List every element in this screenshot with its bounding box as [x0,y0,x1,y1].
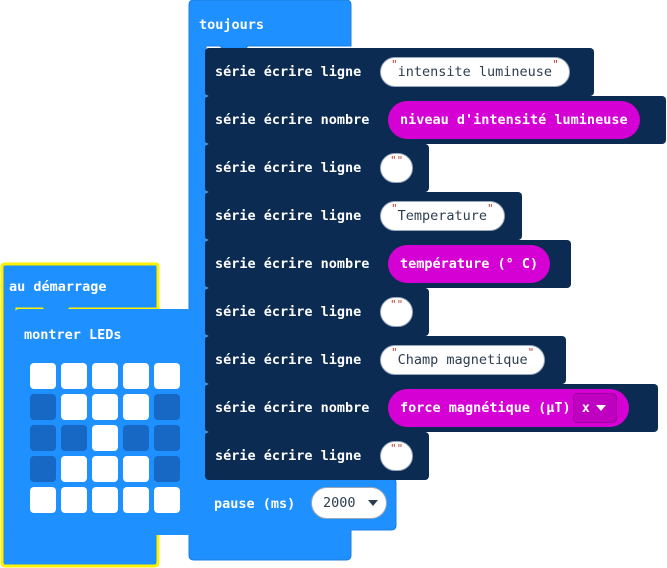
on-start-block[interactable]: au démarrage [0,262,160,568]
open-quote-icon: " [390,154,397,167]
led-cell[interactable] [92,456,118,482]
led-cell[interactable] [61,456,87,482]
open-quote-icon: " [391,58,398,71]
pause-duration-dropdown[interactable]: 2000 [311,487,387,519]
show-leds-block[interactable]: montrer LEDs [15,309,191,535]
open-quote-icon: " [390,442,397,455]
reporter-label: force magnétique (µT) [400,400,571,416]
string-input[interactable]: "Champ magnetique" [380,345,546,375]
led-cell[interactable] [92,363,118,389]
open-quote-icon: " [391,202,398,215]
led-cell[interactable] [92,487,118,513]
string-input[interactable]: "" [380,297,414,327]
string-input[interactable]: "" [380,153,414,183]
chevron-down-icon [595,405,606,411]
serial-write-block[interactable]: série écrire nombre niveau d'intensité lu… [205,96,666,144]
axis-dropdown[interactable]: x [572,393,617,423]
axis-value: x [581,400,590,416]
string-input[interactable]: "Temperature" [380,201,505,231]
led-cell[interactable] [123,363,149,389]
open-quote-icon: " [390,298,397,311]
serial-write-label: série écrire ligne [215,448,362,464]
serial-write-block[interactable]: série écrire nombre température (° C) [205,240,571,288]
serial-write-label: série écrire nombre [215,256,370,272]
chevron-down-icon [367,500,378,506]
led-cell[interactable] [30,363,56,389]
serial-write-block[interactable]: série écrire ligne "" [205,432,429,480]
sensor-reporter[interactable]: force magnétique (µT) x [388,389,629,427]
forever-block-label[interactable]: toujours [199,17,265,33]
string-input[interactable]: "" [380,441,414,471]
serial-write-label: série écrire ligne [215,208,362,224]
string-value: Temperature [397,208,488,224]
led-cell[interactable] [30,456,56,482]
led-cell[interactable] [92,394,118,420]
close-quote-icon: " [396,298,404,311]
led-cell[interactable] [30,394,56,420]
close-quote-icon: " [487,202,494,215]
close-quote-icon: " [396,442,404,455]
led-cell[interactable] [123,425,149,451]
led-cell[interactable] [92,425,118,451]
led-cell[interactable] [123,456,149,482]
on-start-label: au démarrage [9,279,107,295]
led-cell[interactable] [123,487,149,513]
led-cell[interactable] [61,363,87,389]
string-input[interactable]: "intensite lumineuse" [380,57,570,87]
led-cell[interactable] [61,487,87,513]
serial-write-block[interactable]: série écrire ligne "intensite lumineuse" [205,48,594,96]
led-cell[interactable] [154,487,180,513]
led-cell[interactable] [154,456,180,482]
serial-write-block[interactable]: série écrire nombre force magnétique (µT)… [205,384,658,432]
sensor-reporter[interactable]: niveau d'intensité lumineuse [388,101,640,139]
serial-write-block[interactable]: série écrire ligne "" [205,288,429,336]
led-cell[interactable] [154,425,180,451]
led-cell[interactable] [123,394,149,420]
serial-write-label: série écrire ligne [215,64,362,80]
serial-write-label: série écrire nombre [215,400,370,416]
serial-write-block[interactable]: série écrire ligne "Champ magnetique" [205,336,566,384]
close-quote-icon: " [552,58,559,71]
on-start-block-shape [0,262,160,568]
led-cell[interactable] [61,394,87,420]
pause-duration-value: 2000 [323,495,356,511]
string-value: Champ magnetique [397,352,528,368]
led-cell[interactable] [30,487,56,513]
pause-block-label[interactable]: pause (ms) [214,496,296,512]
show-leds-label: montrer LEDs [24,327,122,343]
close-quote-icon: " [527,346,535,359]
serial-write-block[interactable]: série écrire ligne "Temperature" [205,192,522,240]
serial-write-label: série écrire ligne [215,304,362,320]
led-cell[interactable] [154,363,180,389]
serial-write-label: série écrire nombre [215,112,370,128]
open-quote-icon: " [391,346,398,359]
led-cell[interactable] [61,425,87,451]
reporter-label: niveau d'intensité lumineuse [400,112,628,128]
close-quote-icon: " [396,154,404,167]
sensor-reporter[interactable]: température (° C) [388,245,551,283]
led-cell[interactable] [30,425,56,451]
string-value: intensite lumineuse [397,64,553,80]
led-cell[interactable] [154,394,180,420]
reporter-label: température (° C) [400,256,539,272]
serial-write-label: série écrire ligne [215,352,362,368]
serial-write-label: série écrire ligne [215,160,362,176]
serial-write-block[interactable]: série écrire ligne "" [205,144,429,192]
